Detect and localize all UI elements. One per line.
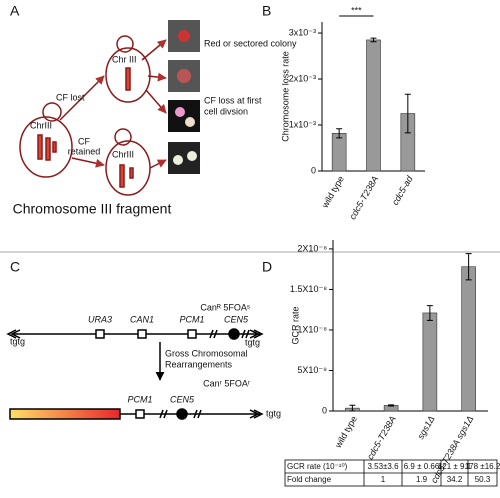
- x-tick-label: cdc5-ad: [390, 173, 415, 207]
- error-bar: [349, 404, 356, 412]
- y-tick-label: 1x10⁻³: [289, 119, 316, 129]
- label: CEN5: [170, 394, 195, 404]
- label: tgtg: [266, 408, 281, 418]
- table-cell: 6.9 ± 0.66: [404, 462, 440, 471]
- y-tick-label: 0: [322, 405, 327, 415]
- x-tick-label: wild type: [319, 174, 346, 210]
- label: CAN1: [130, 314, 154, 324]
- x-tick-label: sgs1Δ: [415, 414, 436, 441]
- panel-a-drawing: [19, 35, 167, 196]
- label: Red or sectored colony: [204, 38, 297, 48]
- table-cell: 1: [381, 475, 386, 484]
- label: Gross Chromosomal: [165, 348, 248, 358]
- label: ChrIII: [30, 120, 52, 130]
- y-tick-label: 2x10⁻³: [289, 73, 316, 83]
- label: retained: [68, 146, 101, 156]
- table-cell: Fold change: [287, 475, 332, 484]
- error-bar: [426, 305, 433, 321]
- table-cell: 3.53±3.6: [367, 462, 399, 471]
- y-tick-label: 0: [311, 165, 316, 175]
- y-axis-label: GCR rate: [290, 306, 300, 344]
- label: Canᴿ 5FOAˢ: [200, 302, 250, 312]
- label: URA3: [88, 314, 112, 324]
- panel-label: D: [262, 259, 272, 275]
- label: tgtg: [245, 337, 260, 347]
- label: PCM1: [179, 314, 204, 324]
- label: tgtg: [10, 336, 25, 346]
- x-tick-label: cdc5-T238A: [365, 414, 398, 461]
- y-tick-label: 1X10⁻⁸: [297, 324, 327, 334]
- y-tick-label: 2X10⁻⁸: [297, 243, 327, 253]
- table-cell: 50.3: [475, 475, 491, 484]
- bar: [461, 266, 476, 412]
- table-cell: 34.2: [447, 475, 463, 484]
- error-bar: [404, 93, 411, 134]
- label: CEN5: [224, 314, 249, 324]
- significance: ***: [351, 5, 362, 15]
- panel-label: B: [262, 3, 271, 19]
- y-tick-label: 3x10⁻³: [289, 27, 316, 37]
- panel-label: A: [10, 3, 20, 19]
- label: Canʳ 5FOAʳ: [203, 378, 250, 388]
- panel-c-drawing: [6, 328, 264, 420]
- x-tick-label: cdc5-T238A: [347, 174, 380, 221]
- table-grid: [284, 459, 498, 487]
- error-bar: [370, 37, 377, 43]
- y-tick-label: 5X10⁻⁹: [297, 365, 327, 375]
- label: PCM1: [127, 394, 152, 404]
- label: CF loss at first: [204, 95, 262, 105]
- colony-images: [168, 20, 200, 174]
- label: ChrIII: [112, 149, 134, 159]
- y-axis-label: Chromosome loss rate: [280, 51, 290, 142]
- label: Rearrangements: [165, 359, 233, 369]
- panel-label: C: [10, 259, 20, 275]
- label: CF lost: [56, 92, 85, 102]
- label: Chr III: [112, 54, 137, 64]
- table-cell: 178 ±16.2: [465, 462, 500, 471]
- table-cell: 121 ± 9.1: [438, 462, 472, 471]
- bar: [331, 132, 347, 172]
- x-tick-label: wild type: [332, 414, 359, 450]
- bar: [366, 39, 381, 172]
- label: cell divsion: [204, 106, 248, 116]
- bar: [422, 312, 438, 412]
- table-cell: GCR rate (10⁻¹⁰): [287, 462, 348, 471]
- error-bar: [336, 128, 343, 139]
- error-bar: [388, 404, 395, 407]
- table-cell: 1.9: [416, 475, 428, 484]
- label: Chromosome III fragment: [13, 201, 172, 217]
- label: CF: [78, 136, 90, 146]
- y-tick-label: 1.5X10⁻⁸: [290, 284, 327, 294]
- error-bar: [465, 253, 472, 281]
